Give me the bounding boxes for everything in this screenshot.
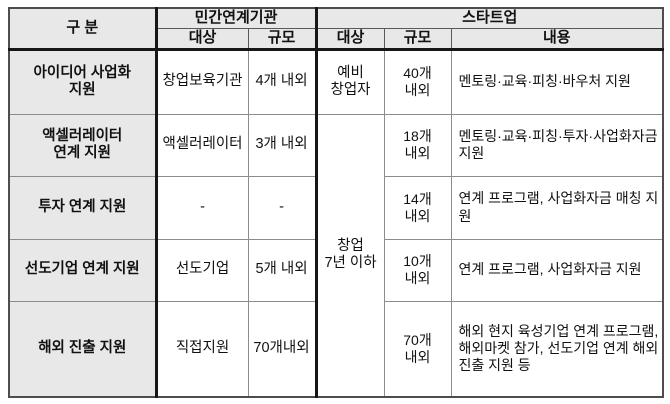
startup-scale-cell: 40개 내외 xyxy=(383,48,452,115)
private-target-cell: 직접지원 xyxy=(155,300,249,398)
private-scale-cell: 4개 내외 xyxy=(247,48,318,115)
content-cell: 해외 현지 육성기업 연계 프로그램, 해외마켓 참가, 선도기업 연계 해외 … xyxy=(450,300,664,398)
category-cell: 투자 연계 지원 xyxy=(8,175,158,240)
header-private-group-cell: 민간연계기관 xyxy=(155,7,318,29)
category-cell: 아이디어 사업화 지원 xyxy=(8,48,158,115)
private-target-cell: - xyxy=(155,175,249,240)
startup-target-cell: 예비 창업자 xyxy=(315,48,385,115)
private-scale-cell: - xyxy=(247,175,318,240)
table-row-idea: 아이디어 사업화 지원 창업보육기관 4개 내외 예비 창업자 40개 내외 멘… xyxy=(8,48,664,115)
header-category-cell: 구 분 xyxy=(8,7,158,51)
startup-scale-cell: 18개 내외 xyxy=(383,113,452,177)
content-cell: 연계 프로그램, 사업화자금 매칭 지원 xyxy=(450,175,664,240)
private-target-cell: 창업보육기관 xyxy=(155,48,249,115)
private-scale-cell: 70개내외 xyxy=(247,300,318,398)
category-cell: 선도기업 연계 지원 xyxy=(8,238,158,302)
private-target-cell: 액셀러레이터 xyxy=(155,113,249,177)
category-cell: 해외 진출 지원 xyxy=(8,300,158,398)
startup-scale-cell: 14개 내외 xyxy=(383,175,452,240)
startup-scale-cell: 70개 내외 xyxy=(383,300,452,398)
header-private-scale-cell: 규모 xyxy=(247,27,318,51)
header-startup-scale-cell: 규모 xyxy=(383,27,452,51)
header-row-groups: 구 분 민간연계기관 스타트업 xyxy=(8,7,664,51)
content-cell: 멘토링·교육·피칭·투자·사업화자금 지원 xyxy=(450,113,664,177)
content-cell: 연계 프로그램, 사업화자금 지원 xyxy=(450,238,664,302)
table-row-accelerator: 액셀러레이터 연계 지원 액셀러레이터 3개 내외 창업 7년 이하 18개 내… xyxy=(8,113,664,398)
startup-target-merged-cell: 창업 7년 이하 xyxy=(315,113,385,398)
support-program-table-wrapper: 구 분 민간연계기관 스타트업 대상 규모 대상 규모 내용 아이디어 사업화 … xyxy=(8,7,665,398)
header-startup-target-cell: 대상 xyxy=(315,27,385,51)
table-row-investment: 투자 연계 지원 - - 14개 내외 연계 프로그램, 사업화자금 매칭 지원 xyxy=(8,175,664,240)
support-program-table: 구 분 민간연계기관 스타트업 대상 규모 대상 규모 내용 아이디어 사업화 … xyxy=(8,7,665,398)
header-startup-group-cell: 스타트업 xyxy=(315,7,664,29)
category-cell: 액셀러레이터 연계 지원 xyxy=(8,113,158,177)
table-row-overseas: 해외 진출 지원 직접지원 70개내외 70개 내외 해외 현지 육성기업 연계… xyxy=(8,300,664,398)
header-startup-content-cell: 내용 xyxy=(450,27,664,51)
table-row-leading-company: 선도기업 연계 지원 선도기업 5개 내외 10개 내외 연계 프로그램, 사업… xyxy=(8,238,664,302)
private-scale-cell: 3개 내외 xyxy=(247,113,318,177)
startup-scale-cell: 10개 내외 xyxy=(383,238,452,302)
private-scale-cell: 5개 내외 xyxy=(247,238,318,302)
header-row-columns: 대상 규모 대상 규모 내용 xyxy=(9,27,664,51)
content-cell: 멘토링·교육·피칭·바우처 지원 xyxy=(450,48,664,115)
header-private-target-cell: 대상 xyxy=(155,27,249,51)
private-target-cell: 선도기업 xyxy=(155,238,249,302)
